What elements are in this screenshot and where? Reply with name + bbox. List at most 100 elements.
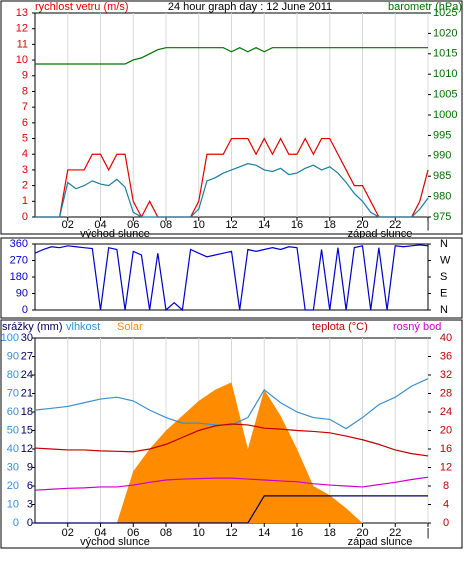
- y-tick-label: 20: [7, 480, 19, 492]
- x-tick-label: 16: [291, 219, 303, 231]
- x-tick-label: 06: [127, 527, 139, 539]
- y-tick-label: 100: [1, 332, 19, 344]
- x-tick-label: 04: [94, 219, 106, 231]
- y-tick-label: 995: [433, 129, 451, 141]
- axis-title: barometr (hPa): [388, 1, 462, 13]
- line: [34, 378, 429, 430]
- y-tick-label: 20: [440, 424, 452, 436]
- y-tick-label: 8: [443, 480, 449, 492]
- line: [35, 137, 429, 219]
- x-tick-label: 20: [356, 219, 368, 231]
- legend-label: vlhkost: [66, 321, 100, 333]
- x-tick-label: 18: [324, 527, 336, 539]
- line: [34, 244, 429, 312]
- x-tick-label: 20: [356, 527, 368, 539]
- x-tick-label: 08: [160, 219, 172, 231]
- x-tick-label: 04: [94, 527, 106, 539]
- x-tick-label: 16: [291, 527, 303, 539]
- y-tick-label: 30: [21, 332, 33, 344]
- annotation: východ slunce: [80, 228, 150, 240]
- x-tick-label: 22: [389, 527, 401, 539]
- y-tick-label: 11: [17, 38, 28, 50]
- y-tick-label: 2: [22, 180, 28, 192]
- annotation: západ slunce: [348, 536, 413, 548]
- x-tick-label: 06: [127, 219, 139, 231]
- y-tick-label: 50: [7, 424, 19, 436]
- line: [35, 47, 428, 65]
- y-tick-label: 1: [22, 195, 28, 207]
- x-tick-label: 14: [258, 527, 270, 539]
- y-tick-label: 5: [22, 132, 28, 144]
- x-tick-label: 14: [258, 219, 270, 231]
- axis-title: rychlost vetru (m/s): [35, 1, 129, 13]
- annotation: západ slunce: [348, 228, 413, 240]
- y-tick-label: 0: [443, 517, 449, 529]
- legend-label: srážky (mm): [2, 321, 63, 333]
- y-tick-label: 1015: [433, 48, 457, 60]
- legend-label: teplota (°C): [312, 321, 368, 333]
- y-tick-label: 12: [21, 443, 33, 455]
- y-tick-label: 36: [440, 350, 452, 362]
- line: [34, 476, 429, 491]
- y-tick-label: 1000: [433, 109, 457, 121]
- y-tick-label: 1005: [433, 89, 457, 101]
- y-tick-label: 70: [7, 387, 19, 399]
- y-tick-label: 21: [21, 387, 33, 399]
- y-tick-label: 60: [7, 406, 19, 418]
- y-tick-label: 3: [27, 498, 33, 510]
- y-tick-label: 3: [22, 164, 28, 176]
- y-tick-label: 90: [7, 350, 19, 362]
- y-tick-label: 0: [13, 517, 19, 529]
- y-tick-label: 985: [433, 170, 451, 182]
- y-tick-label: 7: [22, 101, 28, 113]
- y-tick-label: 27: [21, 350, 33, 362]
- y-tick-label: 180: [10, 271, 28, 283]
- x-tick-label: 12: [225, 527, 237, 539]
- x-tick-label: |: [427, 527, 430, 539]
- y-tick-label: 0: [22, 304, 28, 316]
- line: [34, 423, 429, 457]
- y-tick-label: 6: [22, 117, 28, 129]
- y-tick-label: N: [440, 238, 448, 250]
- y-tick-label: 40: [7, 443, 19, 455]
- area: [35, 382, 428, 523]
- y-tick-label: 18: [21, 406, 33, 418]
- y-tick-label: 8: [22, 85, 28, 97]
- y-tick-label: 15: [21, 424, 33, 436]
- y-tick-label: 270: [10, 254, 28, 266]
- line: [35, 163, 429, 218]
- y-tick-label: 13: [16, 7, 28, 19]
- y-tick-label: 24: [21, 369, 33, 381]
- y-tick-label: 9: [27, 461, 33, 473]
- annotation: východ slunce: [80, 536, 150, 548]
- y-tick-label: 12: [440, 461, 452, 473]
- y-tick-label: 30: [7, 461, 19, 473]
- y-tick-label: 90: [16, 287, 28, 299]
- y-tick-label: 1010: [433, 68, 457, 80]
- y-tick-label: 1025: [433, 7, 457, 19]
- axis-title: 24 hour graph day : 12 June 2011: [168, 1, 332, 13]
- y-tick-label: 990: [433, 150, 451, 162]
- y-tick-label: 4: [443, 498, 449, 510]
- x-tick-label: 12: [225, 219, 237, 231]
- x-tick-label: 02: [62, 527, 74, 539]
- legend-label: Solar: [117, 321, 143, 333]
- y-tick-label: 4: [22, 148, 28, 160]
- y-tick-label: 6: [27, 480, 33, 492]
- y-tick-label: 980: [433, 191, 451, 203]
- y-tick-label: 24: [440, 406, 452, 418]
- y-tick-label: 0: [27, 517, 33, 529]
- x-tick-label: 10: [193, 219, 205, 231]
- y-tick-label: N: [440, 304, 448, 316]
- y-tick-label: 40: [440, 332, 452, 344]
- x-tick-label: 18: [324, 219, 336, 231]
- x-tick-label: 22: [389, 219, 401, 231]
- y-tick-label: W: [440, 254, 451, 266]
- y-tick-label: 10: [7, 498, 19, 510]
- y-tick-label: E: [440, 287, 447, 299]
- y-tick-label: 16: [440, 443, 452, 455]
- x-tick-label: 08: [160, 527, 172, 539]
- y-tick-label: 1020: [433, 27, 457, 39]
